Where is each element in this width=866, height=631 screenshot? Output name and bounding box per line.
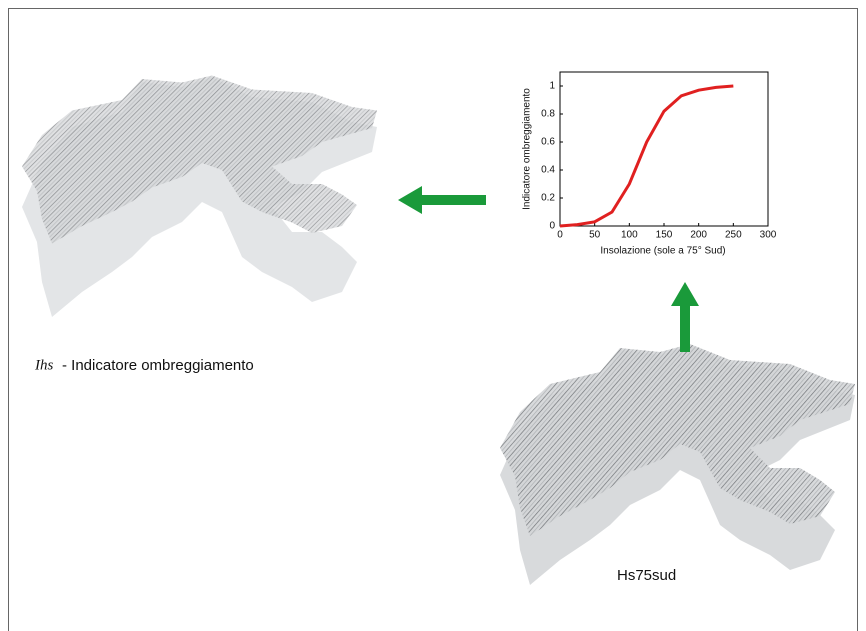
x-tick-label: 0 xyxy=(557,230,563,241)
y-tick-label: 0.8 xyxy=(541,109,555,120)
y-tick-label: 0.6 xyxy=(541,137,555,148)
y-tick-label: 0.4 xyxy=(541,165,555,176)
arrow-left xyxy=(398,186,486,214)
x-tick-label: 250 xyxy=(725,230,742,241)
x-tick-label: 100 xyxy=(621,230,638,241)
y-tick-label: 0 xyxy=(549,221,555,232)
x-tick-label: 50 xyxy=(589,230,601,241)
map-ihs xyxy=(22,76,377,318)
plot-frame xyxy=(560,72,768,226)
x-axis-label: Insolazione (sole a 75° Sud) xyxy=(600,246,725,257)
ihs-label: - Indicatore ombreggiamento xyxy=(62,357,254,374)
x-tick-label: 300 xyxy=(760,230,777,241)
y-tick-label: 1 xyxy=(549,81,555,92)
hs-label: Hs75sud xyxy=(617,567,676,584)
x-tick-label: 150 xyxy=(656,230,673,241)
arrow-up xyxy=(671,282,699,352)
page: Ihs - Indicatore ombreggiamento Hs75sud … xyxy=(0,0,866,631)
y-axis-label: Indicatore ombreggiamento xyxy=(522,88,533,210)
ihs-symbol: Ihs xyxy=(34,357,53,373)
map-hs75sud xyxy=(500,344,855,585)
y-tick-label: 0.2 xyxy=(541,193,555,204)
x-tick-label: 200 xyxy=(690,230,707,241)
chart: Insolazione (sole a 75° Sud) Indicatore … xyxy=(522,72,777,257)
